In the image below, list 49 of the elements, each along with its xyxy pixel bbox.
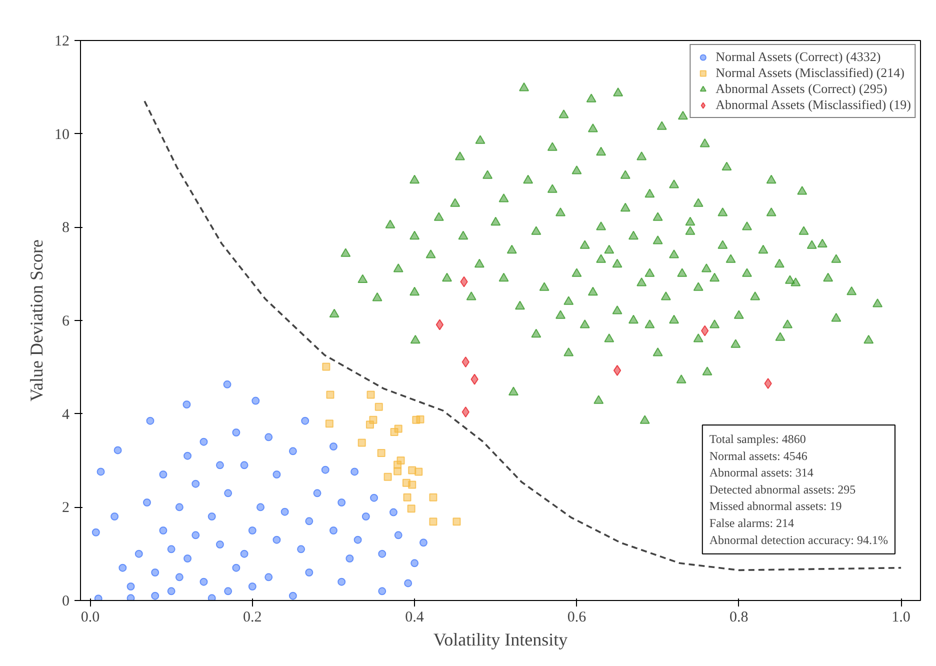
- point: [436, 319, 444, 330]
- x-tick-label: 0.0: [80, 610, 100, 626]
- point: [322, 362, 330, 371]
- x-tick-label: 0.2: [243, 610, 262, 626]
- annotation: Abnormal assets: 314: [709, 466, 814, 480]
- annotation: Abnormal detection accuracy: 94.1%: [709, 532, 888, 547]
- y-tick-label: 12: [54, 34, 70, 50]
- point: [366, 390, 375, 399]
- point: [394, 467, 402, 476]
- point: [390, 428, 398, 436]
- annotation: Detected abnormal assets: 295: [709, 482, 856, 496]
- x-tick-label: 0.8: [730, 610, 748, 626]
- y-tick-label: 6: [62, 314, 70, 330]
- annotation: False alarms: 214: [709, 516, 794, 530]
- y-tick-label: 2: [62, 500, 70, 516]
- legend-label: Normal Assets (Misclassified) (214): [716, 65, 904, 81]
- point: [325, 420, 334, 428]
- point: [408, 480, 416, 489]
- point: [377, 449, 386, 458]
- x-tick-label: 0.4: [405, 610, 424, 626]
- point: [416, 415, 424, 424]
- point: [358, 438, 366, 447]
- annotation: Missed abnormal assets: 19: [709, 499, 842, 514]
- legend-label: Abnormal Assets (Correct) (295): [716, 81, 888, 97]
- y-tick-label: 10: [54, 126, 70, 143]
- y-axis-title: Value Deviation Score: [26, 240, 46, 402]
- point: [403, 493, 412, 502]
- x-tick-label: 1.0: [892, 610, 910, 626]
- point: [429, 493, 438, 502]
- point: [366, 420, 374, 429]
- point: [452, 518, 461, 526]
- point: [326, 390, 334, 399]
- point: [374, 402, 383, 411]
- legend-label: Abnormal Assets (Misclassified) (19): [716, 97, 911, 113]
- point: [407, 504, 416, 513]
- point: [384, 472, 392, 481]
- y-tick-label: 4: [62, 406, 70, 423]
- point: [700, 325, 709, 336]
- point: [613, 364, 622, 376]
- point: [414, 468, 423, 476]
- annotation: Normal assets: 4546: [709, 448, 808, 463]
- y-tick-label: 8: [62, 220, 70, 236]
- x-axis-title: Volatility Intensity: [433, 630, 568, 650]
- x-tick-label: 0.6: [567, 610, 587, 626]
- legend-label: Normal Assets (Correct) (4332): [716, 49, 881, 65]
- y-tick-label: 0: [62, 594, 70, 610]
- point: [429, 518, 438, 526]
- point: [764, 378, 772, 389]
- annotation: Total samples: 4860: [709, 432, 806, 446]
